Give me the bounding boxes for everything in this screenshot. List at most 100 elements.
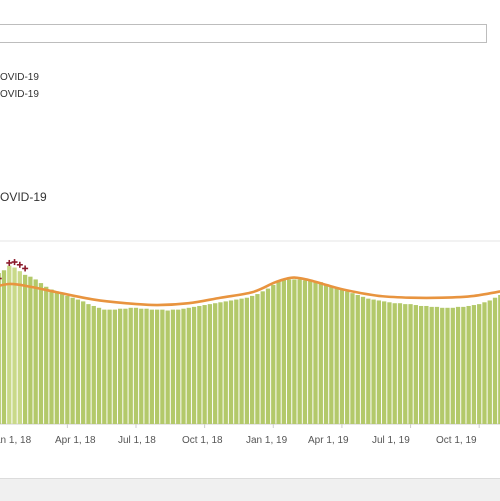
- bar: [297, 279, 302, 424]
- bar: [65, 295, 70, 424]
- marker-cross: [16, 261, 23, 268]
- bar: [360, 296, 366, 424]
- bar: [329, 285, 334, 424]
- bar: [44, 286, 49, 424]
- bar: [345, 291, 350, 424]
- bar: [191, 306, 197, 424]
- bar: [413, 305, 418, 424]
- bar: [392, 303, 397, 424]
- bar: [28, 276, 33, 424]
- bar: [228, 300, 234, 424]
- bar: [260, 291, 265, 424]
- bar: [102, 309, 107, 425]
- bar: [96, 307, 102, 424]
- bar: [12, 267, 17, 424]
- bar: [265, 288, 271, 424]
- bar: [376, 300, 382, 424]
- bar: [424, 305, 429, 424]
- bar: [286, 279, 292, 424]
- chart-section-title: OVID-19: [0, 190, 47, 204]
- bar: [197, 305, 202, 424]
- bar: [434, 306, 440, 424]
- bar: [207, 304, 213, 424]
- bar: [276, 281, 281, 424]
- bar: [339, 289, 345, 424]
- bar: [22, 274, 28, 424]
- bar: [234, 299, 239, 424]
- bar: [223, 301, 228, 424]
- bar: [487, 300, 492, 424]
- bar: [149, 309, 154, 425]
- bar: [54, 291, 59, 424]
- bar: [139, 308, 144, 424]
- bar: [318, 282, 323, 424]
- bar: [239, 298, 244, 424]
- bar: [154, 309, 160, 425]
- bar: [7, 265, 12, 424]
- x-tick-label: an 1, 18: [0, 435, 32, 446]
- bar: [202, 305, 207, 424]
- bar: [49, 289, 54, 424]
- x-tick-label: Apr 1, 18: [55, 435, 96, 446]
- bar: [59, 294, 65, 424]
- bar: [403, 304, 408, 424]
- bar: [450, 307, 455, 424]
- bar: [397, 303, 403, 424]
- chart-area: an 1, 18 Apr 1, 18 Jul 1, 18 Oct 1, 18 Jan 1…: [0, 236, 500, 464]
- bar: [323, 284, 329, 424]
- x-tick-label: Oct 1, 18: [182, 435, 223, 446]
- bar: [133, 307, 139, 424]
- bar: [382, 301, 387, 424]
- x-tick-label: Jul 1, 19: [372, 435, 410, 446]
- bar: [350, 293, 355, 424]
- bar: [107, 309, 112, 425]
- bar: [160, 309, 165, 425]
- bar: [75, 299, 81, 424]
- bar: [271, 284, 276, 424]
- footer-bar: [0, 478, 500, 501]
- bar: [112, 309, 118, 425]
- bar: [123, 308, 128, 424]
- bar: [440, 307, 445, 424]
- bar: [302, 280, 308, 424]
- bar: [292, 279, 297, 424]
- bar: [170, 309, 176, 425]
- bar: [371, 299, 376, 424]
- bar: [366, 298, 371, 424]
- bar: [355, 294, 360, 424]
- bar: [461, 306, 466, 424]
- bar: [165, 310, 170, 424]
- bar: [408, 304, 413, 424]
- bar: [186, 307, 191, 424]
- bar: [86, 304, 91, 424]
- bar: [482, 302, 487, 424]
- bar: [1, 270, 7, 424]
- bar: [477, 304, 482, 424]
- bar: [313, 281, 318, 424]
- bar: [455, 306, 461, 424]
- bar: [418, 305, 424, 424]
- trend-line: [0, 276, 500, 307]
- bar: [471, 305, 477, 424]
- bar: [70, 297, 75, 424]
- bar: [81, 301, 86, 424]
- bar: [91, 305, 96, 424]
- bar: [255, 294, 260, 424]
- bar: [334, 287, 339, 424]
- marker-cross: [0, 277, 2, 280]
- legend-line-2: OVID-19: [0, 89, 39, 100]
- bar: [492, 297, 498, 424]
- filter-bar: [0, 24, 487, 43]
- bar: [218, 302, 223, 424]
- bar-chart: an 1, 18 Apr 1, 18 Jul 1, 18 Oct 1, 18 Jan 1…: [0, 240, 500, 446]
- bar: [128, 307, 133, 424]
- bar: [445, 307, 450, 424]
- bar: [429, 306, 434, 424]
- bar: [181, 308, 186, 424]
- x-tick-label: Apr 1, 19: [308, 435, 349, 446]
- x-tick-label: Jul 1, 18: [118, 435, 156, 446]
- bar: [17, 271, 22, 424]
- bar: [387, 302, 392, 424]
- bar: [250, 295, 255, 424]
- bar: [281, 279, 286, 424]
